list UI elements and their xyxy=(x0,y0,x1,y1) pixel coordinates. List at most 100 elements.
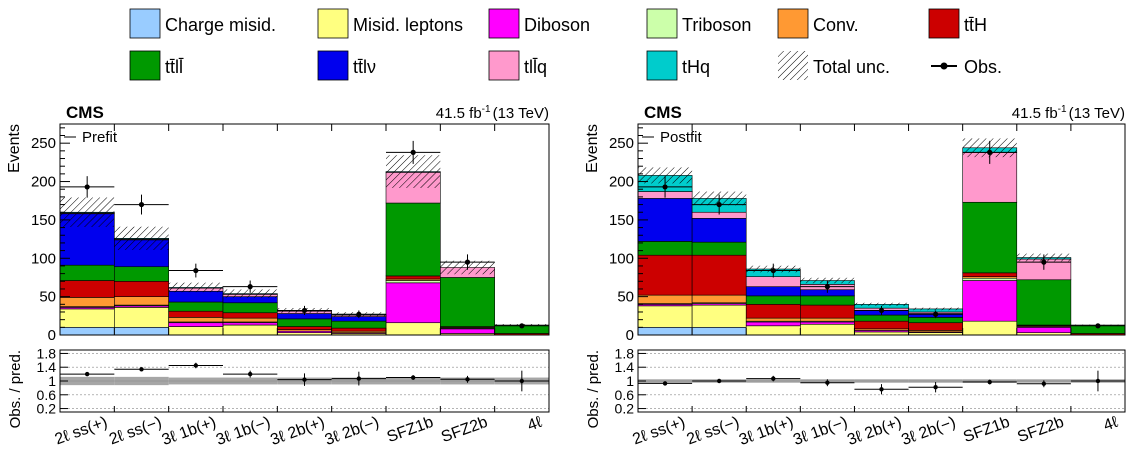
lumi-exponent: -1 xyxy=(1058,104,1067,115)
bar-misid_leptons-6 xyxy=(385,322,441,336)
bar-ttll-7 xyxy=(1016,279,1072,326)
ratio-point-8 xyxy=(519,378,525,384)
legend-swatch-misid_leptons xyxy=(317,8,349,39)
prefit-panel: 0 50 100 150 200 250 Events CMS 41.5 fb-1 (13 TeV… xyxy=(6,103,550,449)
legend-entry-charge_misid: Charge misid. xyxy=(129,8,276,39)
bar-ttll-7 xyxy=(440,277,495,327)
legend-label-conv: Conv. xyxy=(813,15,859,35)
bar-ttH-4 xyxy=(277,326,332,330)
category-label-3: 3ℓ 1b(−) xyxy=(791,414,850,449)
cms-label: CMS xyxy=(66,103,104,122)
energy-label: (13 TeV) xyxy=(493,105,549,122)
legend: Charge misid. Misid. leptons Diboson Tribos… xyxy=(129,8,1002,81)
ratio-y-tick-label: 1.8 xyxy=(615,345,635,361)
bar-conv-2 xyxy=(745,317,801,322)
category-label-2: 3ℓ 1b(+) xyxy=(160,414,219,449)
bar-diboson-3 xyxy=(222,322,278,326)
y-tick-label-100: 100 xyxy=(609,250,634,267)
bar-ttH-1 xyxy=(691,254,747,296)
y-axis-label: Events xyxy=(584,124,601,173)
y-tick-label-50: 50 xyxy=(39,289,56,306)
obs-point-7 xyxy=(1041,259,1047,265)
bar-misid_leptons-1 xyxy=(114,307,169,328)
category-label-8: 4ℓ xyxy=(1101,414,1120,435)
legend-label-charge_misid: Charge misid. xyxy=(165,15,276,35)
unc-band-1 xyxy=(114,226,169,250)
ratio-y-tick-label: 1.8 xyxy=(37,345,57,361)
lumi-label: 41.5 fb-1 (13 TeV) xyxy=(436,104,549,122)
category-label-0: 2ℓ ss(+) xyxy=(53,414,110,449)
legend-entry-conv: Conv. xyxy=(777,8,859,39)
category-label-7: SFZ2b xyxy=(439,414,490,446)
bar-misid_leptons-6 xyxy=(962,320,1018,336)
bar-ttll-6 xyxy=(385,202,441,277)
obs-point-0 xyxy=(662,184,668,190)
category-label-1: 2ℓ ss(−) xyxy=(685,414,742,449)
ratio-point-6 xyxy=(987,379,992,385)
bar-ttll-4 xyxy=(854,314,909,322)
category-label-5: 3ℓ 2b(−) xyxy=(899,414,958,449)
legend-swatch-triboson xyxy=(646,8,678,39)
bar-ttll-0 xyxy=(637,241,693,256)
bar-conv-1 xyxy=(114,296,169,306)
legend-label-triboson: Triboson xyxy=(682,15,751,35)
bar-charge_misid-1 xyxy=(691,327,747,336)
obs-point-3 xyxy=(247,284,253,290)
bar-ttH-3 xyxy=(222,312,278,319)
obs-point-2 xyxy=(770,267,776,274)
legend-entry-obs: Obs. xyxy=(931,57,1002,77)
obs-point-8 xyxy=(519,323,525,329)
obs-point-5 xyxy=(933,311,939,317)
ratio-y-tick-label: 1 xyxy=(48,373,56,389)
bar-conv-3 xyxy=(800,317,855,322)
bar-misid_leptons-0 xyxy=(59,308,115,328)
category-label-4: 3ℓ 2b(+) xyxy=(268,414,327,449)
bar-ttH-2 xyxy=(168,310,224,318)
bar-misid_leptons-3 xyxy=(800,323,855,336)
main-frame xyxy=(637,123,1126,336)
legend-label-ttlnu: tt̄lν xyxy=(353,57,376,77)
legend-entry-tHq: tHq xyxy=(646,50,710,81)
bar-ttll-3 xyxy=(800,295,855,306)
bar-ttll-4 xyxy=(277,318,332,327)
legend-label-ttll: tt̄ll̄ xyxy=(165,57,184,77)
bar-diboson-7 xyxy=(440,328,495,334)
bar-ttll-0 xyxy=(59,264,115,281)
bar-diboson-6 xyxy=(962,280,1018,322)
bar-triboson-6 xyxy=(962,277,1018,281)
obs-point-5 xyxy=(356,311,362,317)
category-label-8: 4ℓ xyxy=(525,414,544,435)
ratio-point-2 xyxy=(771,376,776,381)
unc-band-2 xyxy=(168,282,223,293)
bar-ttll-1 xyxy=(114,266,169,282)
ratio-point-0 xyxy=(84,371,90,377)
bar-ttH-6 xyxy=(962,272,1018,277)
postfit-panel: 0 50 100 150 200 250 Events CMS 41.5 fb-1 (13 TeV… xyxy=(584,103,1126,449)
unc-band-3 xyxy=(223,289,278,298)
observed-points xyxy=(638,140,1125,329)
ratio-point-8 xyxy=(1095,378,1101,384)
bar-ttH-2 xyxy=(745,304,801,319)
unc-band-0 xyxy=(638,167,693,184)
legend-entry-total_unc: Total unc. xyxy=(778,51,890,80)
legend-label-obs: Obs. xyxy=(964,57,1002,77)
ratio-point-1 xyxy=(139,367,144,372)
ratio-point-5 xyxy=(933,385,938,390)
ratio-point-7 xyxy=(465,377,470,382)
legend-swatch-total-unc xyxy=(778,51,808,80)
bar-charge_misid-1 xyxy=(114,327,169,336)
bar-conv-2 xyxy=(168,317,224,323)
bar-ttll-2 xyxy=(168,301,224,312)
ratio-point-3 xyxy=(247,371,253,377)
unc-band-4 xyxy=(854,302,909,306)
bar-misid_leptons-0 xyxy=(637,305,693,328)
legend-label-total_unc: Total unc. xyxy=(813,57,890,77)
y-tick-label-250: 250 xyxy=(609,135,634,152)
main-frame xyxy=(59,123,550,336)
obs-point-3 xyxy=(824,284,830,290)
legend-swatch-tHq xyxy=(646,50,678,81)
obs-point-6 xyxy=(987,149,993,155)
y-tick-label-200: 200 xyxy=(609,174,634,191)
obs-point-1 xyxy=(716,201,722,208)
